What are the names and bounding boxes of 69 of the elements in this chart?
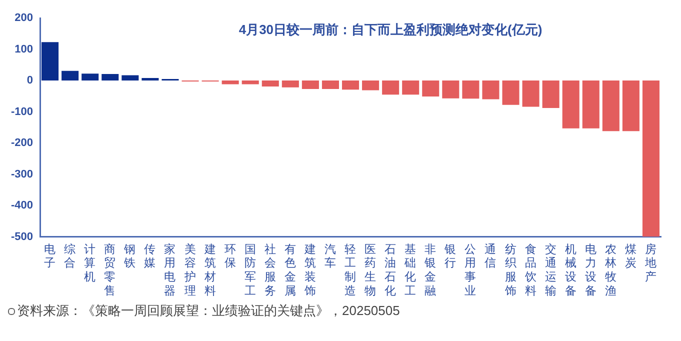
bar: [222, 80, 239, 84]
bar: [342, 80, 360, 90]
x-tick-label: 煤炭: [624, 242, 637, 270]
bar: [62, 70, 79, 81]
bar: [242, 80, 259, 84]
bar: [422, 80, 440, 96]
x-tick-label: 汽车: [324, 242, 336, 270]
bar: [642, 80, 660, 237]
bar: [622, 80, 640, 132]
y-tick-label: 100: [14, 43, 34, 56]
bar: [122, 75, 139, 81]
x-tick-label: 建筑装饰: [303, 242, 316, 298]
y-tick-label: -500: [10, 230, 34, 243]
x-tick-label: 房地产: [644, 242, 657, 284]
bar: [302, 80, 319, 89]
x-tick-label: 农林牧渔: [604, 242, 617, 298]
bar: [382, 80, 400, 95]
x-tick-label: 食品饮料: [524, 242, 537, 298]
x-tick-label: 交通运输: [544, 242, 557, 298]
y-tick-label: -100: [10, 106, 34, 118]
x-tick-label: 电子: [44, 242, 56, 270]
x-tick-label: 社会服务: [264, 242, 276, 298]
x-tick-label: 纺织服饰: [504, 242, 517, 298]
bar: [562, 80, 580, 128]
x-tick-label: 美容护理: [183, 242, 196, 298]
x-tick-label: 通信: [484, 242, 497, 270]
bar: [262, 80, 279, 86]
y-tick-label: 200: [14, 12, 34, 24]
bar: [42, 42, 59, 81]
x-tick-label: 医药生物: [364, 242, 377, 298]
bar: [502, 80, 520, 105]
chart-title: 4月30日较一周前：自下而上盈利预测绝对变化(亿元): [238, 22, 542, 38]
bar: [402, 80, 420, 95]
x-tick-label: 机械设备: [564, 242, 577, 298]
x-tick-label: 家用电器: [164, 242, 176, 298]
bar: [522, 80, 540, 107]
y-tick-label: -200: [10, 137, 34, 150]
x-tick-label: 非银金融: [424, 242, 437, 298]
bar: [142, 78, 159, 81]
text: 资料来源：《策略一周回顾展望：业绩验证的关键点》，20250505: [17, 302, 400, 320]
x-tick-label: 计算机: [84, 242, 96, 284]
bar: [102, 74, 119, 81]
x-tick-label: 轻工制造: [344, 242, 357, 298]
x-tick-label: 电力设备: [584, 242, 597, 298]
x-tick-label: 环保: [224, 242, 236, 270]
x-tick-label: 建筑材料: [203, 242, 216, 298]
bar: [582, 80, 600, 128]
x-tick-label: 公用事业: [464, 242, 477, 298]
bar: [482, 80, 500, 100]
bar: [82, 74, 99, 81]
x-tick-label: 钢铁: [123, 242, 136, 270]
bar: [462, 80, 480, 99]
x-tick-label: 有色金属: [284, 242, 296, 298]
x-tick-label: 国防军工: [244, 242, 256, 298]
x-tick-label: 综合: [64, 242, 76, 270]
y-tick-label: 0: [26, 74, 34, 87]
y-tick-label: -300: [10, 168, 34, 180]
bar: [442, 80, 460, 98]
x-tick-label: 商贸零售: [104, 242, 116, 298]
bar: [282, 80, 299, 88]
bar: [362, 80, 380, 90]
y-tick-label: -400: [10, 200, 34, 212]
x-tick-label: 石油石化: [384, 242, 397, 298]
x-tick-label: 基础化工: [404, 242, 417, 298]
bar: [602, 80, 620, 132]
bar: [322, 80, 339, 89]
x-tick-label: 传媒: [144, 242, 156, 270]
x-tick-label: 银行: [444, 242, 457, 270]
bar: [542, 80, 560, 108]
